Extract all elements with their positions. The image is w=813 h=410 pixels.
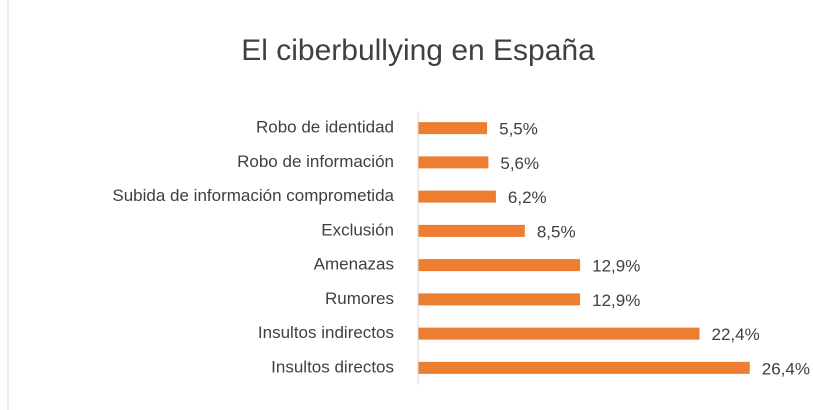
- bar: [418, 293, 581, 306]
- bar: [418, 361, 750, 374]
- data-label: 8,5%: [537, 222, 576, 241]
- bar: [418, 327, 700, 340]
- bar: [418, 259, 581, 272]
- y-tick-label: Subida de información comprometida: [112, 186, 394, 205]
- bar: [418, 224, 525, 237]
- y-tick-label: Rumores: [325, 289, 394, 308]
- y-tick-label: Insultos directos: [271, 357, 394, 376]
- y-tick-label: Robo de identidad: [256, 118, 394, 137]
- bar: [418, 156, 489, 169]
- bar: [418, 122, 488, 135]
- data-label: 22,4%: [711, 325, 759, 344]
- chart-title: El ciberbullying en España: [241, 34, 595, 67]
- bar: [418, 190, 496, 203]
- y-tick-label: Insultos indirectos: [258, 323, 394, 342]
- y-tick-label: Amenazas: [314, 255, 394, 274]
- data-label: 6,2%: [508, 188, 547, 207]
- data-label: 5,6%: [500, 154, 539, 173]
- data-label: 5,5%: [499, 120, 538, 139]
- data-label: 12,9%: [592, 291, 640, 310]
- data-label: 26,4%: [762, 359, 810, 378]
- y-tick-label: Robo de información: [237, 152, 394, 171]
- y-tick-label: Exclusión: [321, 220, 394, 239]
- data-label: 12,9%: [592, 257, 640, 276]
